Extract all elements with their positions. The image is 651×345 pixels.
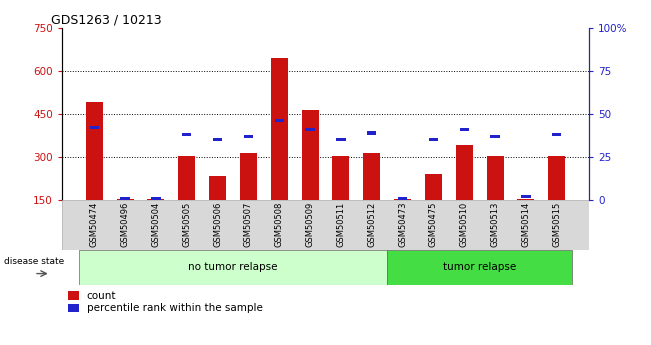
Bar xyxy=(275,119,284,122)
Bar xyxy=(117,199,133,200)
Text: GDS1263 / 10213: GDS1263 / 10213 xyxy=(51,13,162,27)
Bar xyxy=(518,199,534,200)
Bar xyxy=(363,152,380,200)
Text: GSM50512: GSM50512 xyxy=(367,201,376,247)
Bar xyxy=(271,58,288,200)
Text: GSM50505: GSM50505 xyxy=(182,201,191,247)
Bar xyxy=(429,138,438,141)
Bar xyxy=(301,110,318,200)
Bar xyxy=(90,126,99,129)
Bar xyxy=(333,156,350,200)
Legend: count, percentile rank within the sample: count, percentile rank within the sample xyxy=(67,290,264,315)
Bar xyxy=(79,250,387,285)
Bar xyxy=(148,199,165,200)
Bar xyxy=(425,174,442,200)
Text: GSM50507: GSM50507 xyxy=(244,201,253,247)
Text: disease state: disease state xyxy=(4,257,64,266)
Text: GSM50473: GSM50473 xyxy=(398,201,407,247)
Bar xyxy=(120,197,130,200)
Bar xyxy=(490,135,500,138)
Bar xyxy=(398,197,408,200)
Text: tumor relapse: tumor relapse xyxy=(443,263,516,272)
Bar xyxy=(548,156,565,200)
Text: GSM50474: GSM50474 xyxy=(90,201,99,247)
Bar xyxy=(337,138,346,141)
Text: no tumor relapse: no tumor relapse xyxy=(188,263,278,272)
Text: GSM50496: GSM50496 xyxy=(120,201,130,247)
Bar xyxy=(460,128,469,131)
Text: GSM50509: GSM50509 xyxy=(305,201,314,247)
Bar xyxy=(151,197,161,200)
Text: GSM50475: GSM50475 xyxy=(429,201,438,247)
Bar xyxy=(86,102,103,200)
Text: GSM50510: GSM50510 xyxy=(460,201,469,247)
Bar xyxy=(243,135,253,138)
Text: GSM50514: GSM50514 xyxy=(521,201,531,247)
Text: GSM50504: GSM50504 xyxy=(152,201,160,247)
Bar xyxy=(209,176,226,200)
Bar xyxy=(305,128,314,131)
Text: GSM50506: GSM50506 xyxy=(213,201,222,247)
Bar xyxy=(387,250,572,285)
Text: GSM50515: GSM50515 xyxy=(552,201,561,247)
Bar xyxy=(240,152,257,200)
Bar xyxy=(394,199,411,200)
Text: GSM50511: GSM50511 xyxy=(337,201,346,247)
Bar xyxy=(182,133,191,136)
Bar xyxy=(178,156,195,200)
Bar xyxy=(456,146,473,200)
Bar xyxy=(552,133,561,136)
Bar xyxy=(521,195,531,198)
Bar xyxy=(213,138,222,141)
Bar xyxy=(367,131,376,135)
Text: GSM50508: GSM50508 xyxy=(275,201,284,247)
Bar xyxy=(486,156,503,200)
Text: GSM50513: GSM50513 xyxy=(491,201,499,247)
